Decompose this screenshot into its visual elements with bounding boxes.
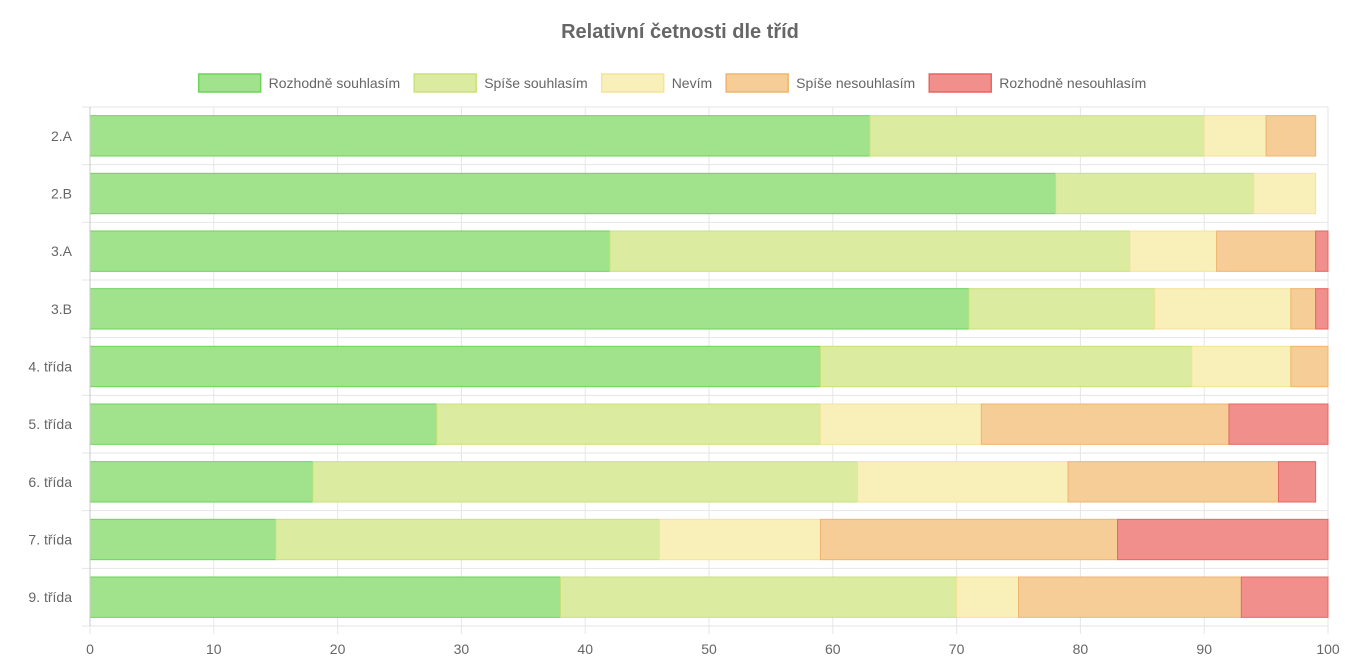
bar-segment[interactable] — [1240, 576, 1329, 618]
bar-segment[interactable] — [1154, 288, 1292, 330]
bar-segment[interactable] — [89, 288, 970, 330]
legend-label: Rozhodně souhlasím — [269, 75, 401, 91]
bar-segment[interactable] — [1117, 518, 1329, 561]
legend-label: Spíše nesouhlasím — [796, 75, 915, 91]
category-label: 4. třída — [28, 359, 72, 375]
category-label: 2.A — [51, 128, 73, 144]
bar-segment[interactable] — [89, 461, 314, 503]
bar-segment[interactable] — [1290, 288, 1317, 330]
x-tick-label: 50 — [701, 641, 717, 657]
bar-segment[interactable] — [1129, 230, 1218, 272]
legend-swatch — [725, 73, 789, 93]
bar-segment[interactable] — [1277, 461, 1317, 503]
legend-label: Nevím — [672, 75, 712, 91]
bar-segment[interactable] — [89, 115, 871, 157]
legend-item[interactable]: Spíše nesouhlasím — [725, 73, 915, 93]
legend-item[interactable]: Rozhodně souhlasím — [197, 73, 401, 93]
bar-segment[interactable] — [89, 172, 1057, 215]
x-tick-label: 70 — [949, 641, 965, 657]
legend-item[interactable]: Nevím — [600, 73, 712, 93]
bar-segment[interactable] — [89, 576, 561, 618]
x-tick-label: 0 — [86, 641, 94, 657]
bar-segment[interactable] — [1315, 288, 1329, 330]
bar-segment[interactable] — [819, 403, 982, 445]
category-label: 3.B — [51, 301, 72, 317]
bar-segment[interactable] — [819, 518, 1119, 561]
x-tick-label: 60 — [825, 641, 841, 657]
axes: 0 10 20 30 40 50 60 70 80 90 100 2.A 2.B 3.A 3.B 4. tří… — [28, 107, 1340, 657]
bar-segment[interactable] — [819, 345, 1193, 388]
x-tick-label: 20 — [330, 641, 346, 657]
bar-segment[interactable] — [980, 403, 1230, 445]
bar-segment[interactable] — [956, 576, 1019, 618]
category-label: 3.A — [51, 243, 73, 259]
bar-segment[interactable] — [312, 461, 859, 503]
x-tick-label: 10 — [206, 641, 222, 657]
bar-segment[interactable] — [89, 230, 611, 272]
bars — [89, 115, 1329, 618]
bar-segment[interactable] — [869, 115, 1205, 157]
category-label: 7. třída — [28, 532, 72, 548]
bar-segment[interactable] — [559, 576, 958, 618]
legend-label: Rozhodně nesouhlasím — [999, 75, 1146, 91]
x-tick-label: 90 — [1196, 641, 1212, 657]
bar-segment[interactable] — [436, 403, 821, 445]
bar-segment[interactable] — [1265, 115, 1317, 157]
legend-swatch — [197, 73, 262, 93]
bar-segment[interactable] — [1067, 461, 1279, 503]
bar-segment[interactable] — [1203, 115, 1267, 157]
bar-segment[interactable] — [857, 461, 1069, 503]
bar-segment[interactable] — [1315, 230, 1329, 272]
legend-swatch — [928, 73, 992, 93]
bar-segment[interactable] — [1290, 345, 1329, 388]
category-label: 9. třída — [28, 589, 72, 605]
bar-segment[interactable] — [968, 288, 1156, 330]
x-tick-label: 80 — [1073, 641, 1089, 657]
legend-label: Spíše souhlasím — [484, 75, 588, 91]
bar-segment[interactable] — [275, 518, 660, 561]
bar-segment[interactable] — [658, 518, 821, 561]
bar-segment[interactable] — [89, 345, 821, 388]
category-label: 5. třída — [28, 416, 72, 432]
bar-segment[interactable] — [1191, 345, 1292, 388]
bar-segment[interactable] — [609, 230, 1131, 272]
legend-swatch — [600, 73, 665, 93]
bar-segment[interactable] — [1228, 403, 1329, 445]
category-label: 2.B — [51, 186, 72, 202]
legend-item[interactable]: Rozhodně nesouhlasím — [928, 73, 1146, 93]
x-tick-label: 40 — [577, 641, 593, 657]
bar-segment[interactable] — [89, 403, 438, 445]
legend-item[interactable]: Spíše souhlasím — [413, 73, 588, 93]
x-tick-label: 30 — [454, 641, 470, 657]
bar-segment[interactable] — [1055, 172, 1255, 215]
category-label: 6. třída — [28, 474, 72, 490]
bar-segment[interactable] — [1018, 576, 1242, 618]
bar-segment[interactable] — [1253, 172, 1317, 215]
legend-swatch — [413, 73, 477, 93]
x-tick-label: 100 — [1316, 641, 1340, 657]
chart-title: Relativní četnosti dle tříd — [561, 21, 799, 43]
bar-segment[interactable] — [89, 518, 277, 561]
bar-segment[interactable] — [1216, 230, 1317, 272]
legend: Rozhodně souhlasím Spíše souhlasím Nevím Sp… — [197, 73, 1146, 93]
